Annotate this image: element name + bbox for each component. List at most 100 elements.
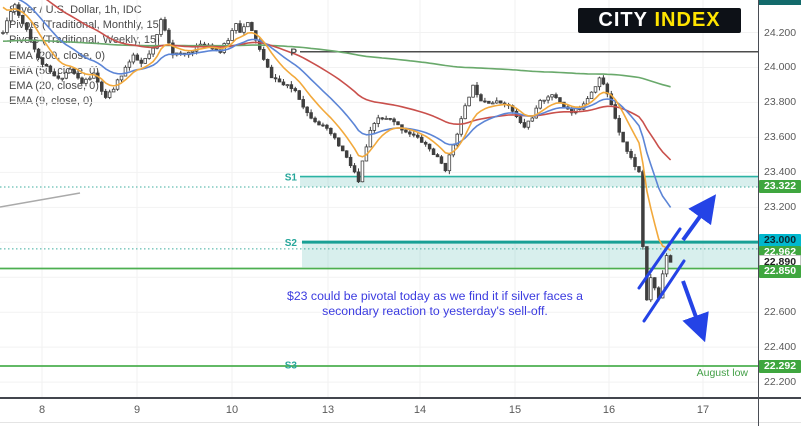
candle-body [167,29,171,44]
date-tick: 15 [508,404,522,416]
candle-body [321,124,325,127]
candle-body [649,277,653,301]
candle-body [380,117,384,120]
candle-body [72,68,76,74]
candle-body [439,156,444,164]
candle-body [340,145,345,152]
candle-body [56,75,61,79]
candle-body [372,123,377,131]
analyst-note-line-1: $23 could be pivotal today as we find it… [287,289,583,303]
candle-body [423,141,428,145]
candle-body [605,83,610,95]
candle-body [617,117,621,133]
candle-body [550,94,554,98]
candle-body [546,96,550,101]
candle-body [542,99,546,102]
price-badge: 22.850 [759,264,801,278]
candle-body [281,81,286,86]
legend-item[interactable]: EMA (200, close, 0) [9,49,105,62]
candle-body [325,124,329,129]
date-tick: 14 [413,404,427,416]
ema-line-ema9 [2,6,672,252]
candle-body [269,66,274,79]
august-low-label: August low [696,367,748,379]
candle-body [238,23,242,33]
time-axis[interactable]: 8 9 10 13 14 15 16 17 [0,397,801,426]
candle-body [415,134,420,138]
candle-body [522,122,527,128]
price-chart-canvas[interactable]: P S1 S2 S3 [0,0,758,397]
candle-body [384,118,388,120]
candle-body [629,151,633,158]
candle-body [368,129,373,148]
pivot-label-s2: S2 [285,238,298,249]
gray-trendline[interactable] [0,192,81,208]
candle-body [494,100,499,104]
candle-body [107,91,112,98]
candle-body [68,68,72,74]
price-tick: 23.600 [764,131,797,144]
candle-body [147,53,151,59]
candle-body [408,131,412,135]
channel-line[interactable] [642,259,686,323]
candle-body [119,75,124,81]
partial-price-badge [759,0,801,5]
pivot-labels: P S1 S2 S3 [285,48,298,372]
trend-arrow[interactable] [681,194,717,242]
candle-body [293,88,298,92]
candle-body [558,97,562,103]
candle-body [471,84,475,98]
analyst-note: $23 could be pivotal today as we find it… [270,289,600,319]
candle-body [88,77,92,80]
candle-body [664,255,669,275]
channel-line[interactable] [637,227,682,290]
candle-body [28,29,33,41]
candle-body [297,90,301,100]
legend-item[interactable]: EMA (9, close, 0) [9,95,93,108]
price-badge: 22.292 [759,359,801,373]
analyst-note-line-2: secondary reaction to yesterday's sell-o… [322,304,548,318]
candle-body [431,148,436,156]
candles [1,2,673,303]
candle-body [52,71,57,77]
candle-body [317,121,321,126]
candle-body [111,88,116,93]
candle-body [498,100,503,104]
candle-body [261,49,266,60]
trend-arrow[interactable] [681,280,709,343]
candle-body [491,102,495,105]
candle-body [625,141,629,152]
candle-body [475,84,479,96]
candle-body [123,66,128,77]
candle-body [447,154,452,172]
price-tick: 24.000 [764,61,797,74]
zone-s2 [302,242,758,268]
candle-body [459,118,463,135]
date-tick: 17 [696,404,710,416]
candle-body [348,156,353,167]
candle-body [155,34,159,49]
price-axis[interactable]: 24.200 24.000 23.800 23.600 23.400 23.200 22.6… [759,0,801,397]
candle-body [455,133,459,146]
candle-body [487,100,491,104]
zone-s1 [300,176,758,187]
axis-underline [0,422,801,423]
candle-body [1,32,5,34]
date-tick: 9 [133,404,141,416]
drawings [637,194,717,343]
candle-body [427,143,432,150]
price-tick: 23.200 [764,201,797,214]
candle-body [44,64,49,67]
date-tick: 8 [38,404,46,416]
candle-body [100,81,104,92]
price-tick: 22.400 [764,341,797,354]
candle-body [84,78,88,84]
candle-body [163,19,167,31]
candle-body [103,90,108,98]
candle-body [273,77,278,80]
candle-body [24,23,29,30]
candle-body [151,47,155,55]
legend-item[interactable]: EMA (20, close, 0) [9,80,99,93]
candle-body [633,157,637,167]
logo-index-text: INDEX [654,9,721,31]
